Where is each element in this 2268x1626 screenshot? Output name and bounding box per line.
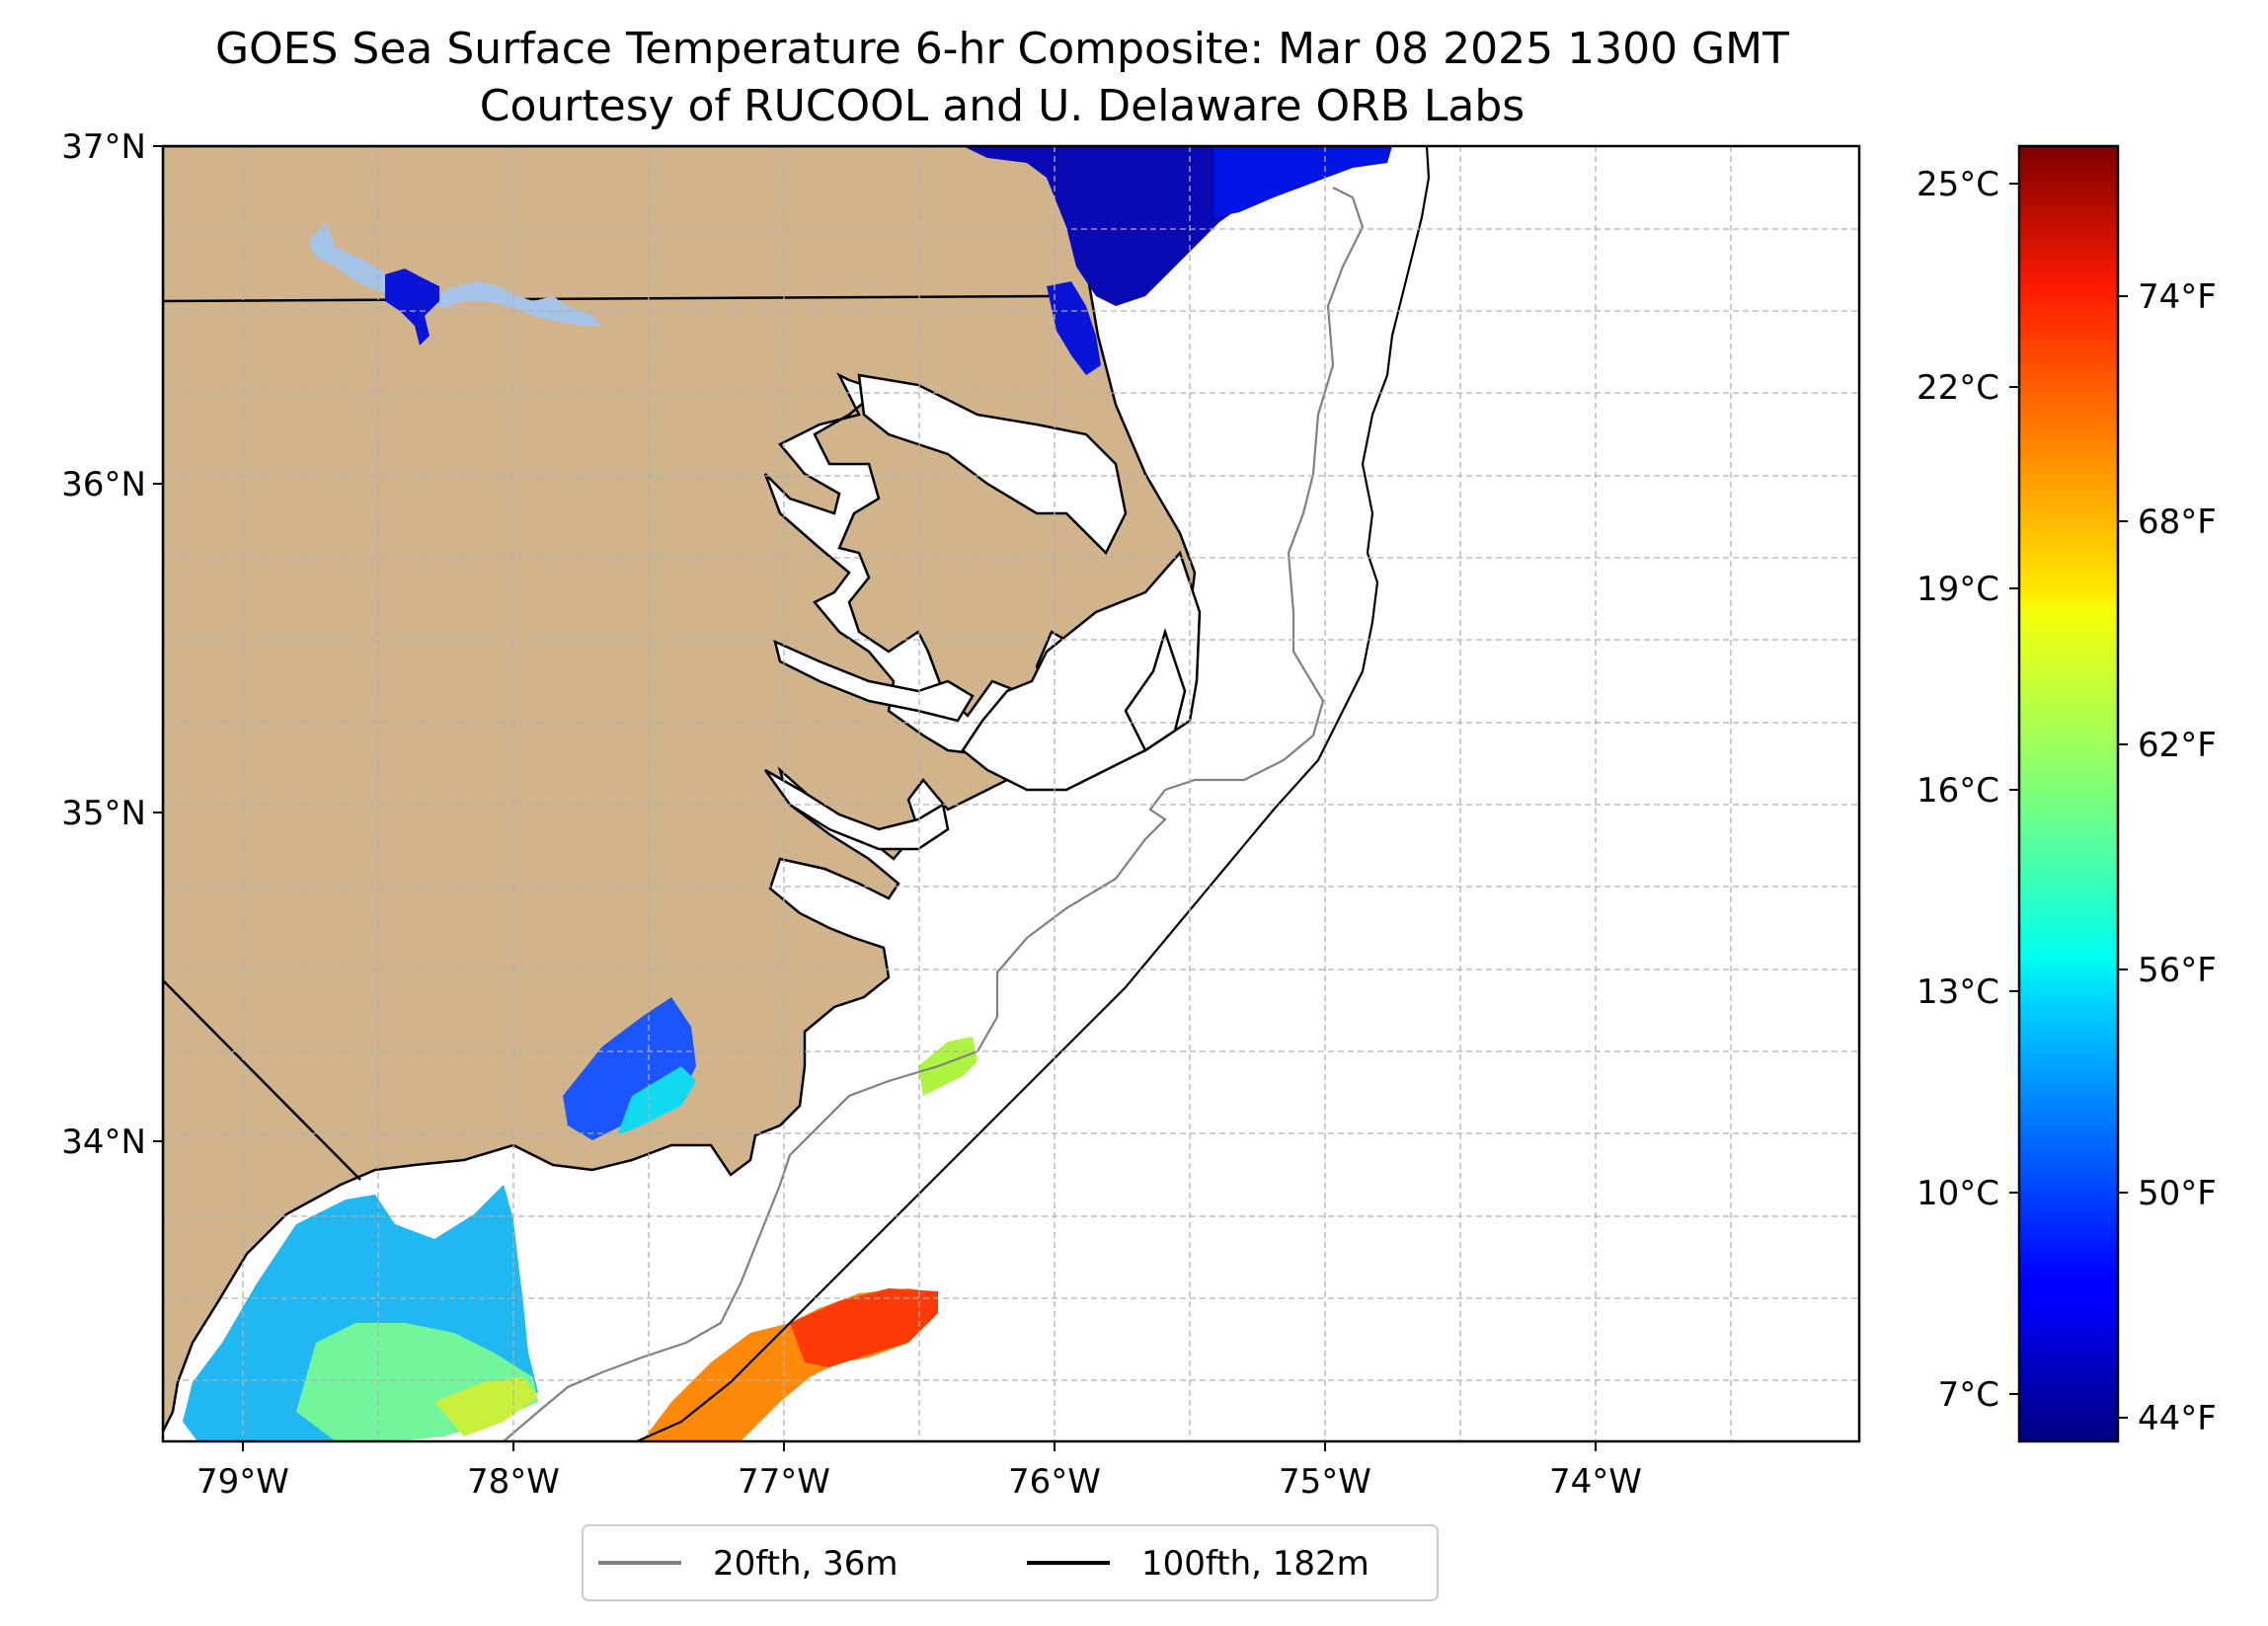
isobath-100fth xyxy=(636,146,1431,1441)
isobath-legend: 20fth, 36m 100fth, 182m xyxy=(582,1524,1439,1601)
colorbar-label-44f: 44°F xyxy=(2138,1399,2217,1438)
lon-label-75w: 75°W xyxy=(1279,1462,1371,1502)
albemarle-sound xyxy=(857,373,1128,556)
colorbar-label-19c: 19°C xyxy=(1916,570,1999,609)
map-frame xyxy=(161,144,1861,1443)
chart-title-line1: GOES Sea Surface Temperature 6-hr Compos… xyxy=(215,24,1789,74)
colorbar-label-62f: 62°F xyxy=(2138,726,2217,765)
colorbar-gradient xyxy=(2017,144,2120,1443)
lat-label-34n: 34°N xyxy=(61,1123,146,1162)
colorbar-label-25c: 25°C xyxy=(1916,165,1999,204)
sst-patch-north-inlet xyxy=(1047,281,1101,375)
colorbar-label-22c: 22°C xyxy=(1916,368,1999,408)
map-panel xyxy=(163,146,1859,1441)
neuse-river xyxy=(763,768,950,851)
colorbar-fahrenheit-ticks xyxy=(2118,295,2128,1419)
lon-label-74w: 74°W xyxy=(1549,1462,1642,1502)
legend-box xyxy=(582,1524,1439,1601)
sst-patch-onslow xyxy=(563,997,696,1140)
colorbar: 25°C 22°C 19°C 16°C 13°C 10°C 7°C 74°F 6… xyxy=(1916,144,2217,1443)
colorbar-label-10c: 10°C xyxy=(1916,1174,1999,1213)
lat-label-35n: 35°N xyxy=(61,794,146,833)
lat-label-36n: 36°N xyxy=(61,465,146,504)
colorbar-label-50f: 50°F xyxy=(2138,1174,2217,1213)
pamlico-river xyxy=(773,639,975,723)
legend-label-100fth: 100fth, 182m xyxy=(1141,1544,1369,1584)
colorbar-label-68f: 68°F xyxy=(2138,503,2217,542)
legend-label-20fth: 20fth, 36m xyxy=(713,1544,899,1584)
lon-label-78w: 78°W xyxy=(467,1462,560,1502)
isobath-20fth xyxy=(503,187,1365,1441)
sst-patch-north-edge xyxy=(1214,146,1392,217)
colorbar-celsius-ticks xyxy=(2009,183,2019,1395)
map-tick-marks xyxy=(153,145,1597,1451)
sst-patch-onslow-south xyxy=(617,1066,696,1135)
lat-label-37n: 37°N xyxy=(61,127,146,167)
state-border-nc-sc xyxy=(163,979,361,1181)
sst-patch-gulf-stream-hot xyxy=(790,1288,938,1367)
colorbar-label-7c: 7°C xyxy=(1938,1375,1999,1415)
outer-banks-lagoon xyxy=(1124,627,1187,752)
lon-label-76w: 76°W xyxy=(1008,1462,1101,1502)
colorbar-label-56f: 56°F xyxy=(2138,951,2217,990)
state-border-va-nc xyxy=(163,294,1053,303)
colorbar-label-16c: 16°C xyxy=(1916,771,1999,811)
lake xyxy=(308,222,602,326)
sst-patch-long-bay-yellow xyxy=(434,1377,538,1436)
lon-label-79w: 79°W xyxy=(196,1462,289,1502)
chart-title-line2: Courtesy of RUCOOL and U. Delaware ORB L… xyxy=(480,81,1525,131)
lon-gridlines xyxy=(242,146,1732,1441)
lon-label-77w: 77°W xyxy=(738,1462,830,1502)
lake-cold-patch xyxy=(385,269,439,346)
colorbar-label-74f: 74°F xyxy=(2138,277,2217,317)
colorbar-label-13c: 13°C xyxy=(1916,972,1999,1012)
lat-gridlines xyxy=(163,228,1859,1381)
